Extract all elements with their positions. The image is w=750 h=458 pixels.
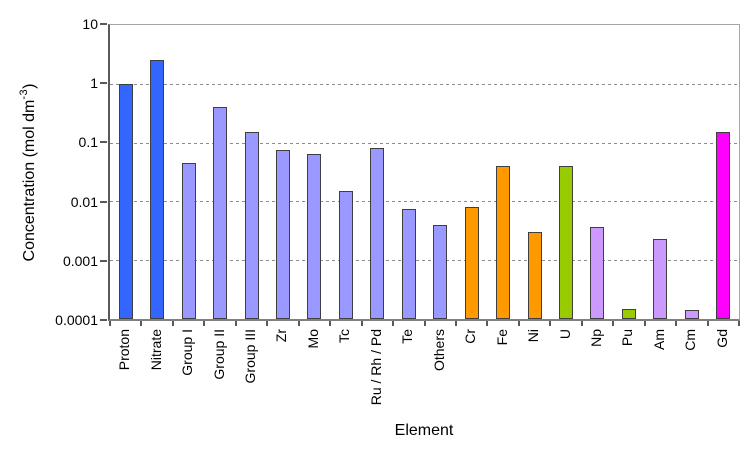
bar-pu — [622, 309, 636, 319]
bar-group-ii — [213, 107, 227, 319]
bar-group-i — [182, 163, 196, 319]
x-tick-16 — [612, 321, 614, 326]
y-tick-0-0001 — [100, 319, 107, 321]
x-label-cr: Cr — [462, 329, 478, 344]
x-tick-7 — [329, 321, 331, 326]
bar-cr — [465, 207, 479, 319]
bar-zr — [276, 150, 290, 319]
x-label-np: Np — [588, 329, 604, 347]
bar-others — [433, 225, 447, 319]
x-label-fe: Fe — [494, 329, 510, 346]
x-label-tc: Tc — [336, 329, 352, 343]
bar-ni — [528, 232, 542, 319]
bar-te — [402, 209, 416, 319]
bar-ru-rh-pd — [370, 148, 384, 319]
x-label-group-i: Group I — [179, 329, 195, 376]
gridline-decade-1 — [110, 84, 739, 85]
bar-gd — [716, 132, 730, 319]
x-tick-14 — [549, 321, 551, 326]
x-tick-2 — [172, 321, 174, 326]
bar-proton — [119, 84, 133, 319]
gridline-decade-4 — [110, 260, 739, 261]
x-label-ni: Ni — [525, 329, 541, 343]
x-tick-9 — [392, 321, 394, 326]
bar-fe — [496, 166, 510, 319]
x-tick-5 — [266, 321, 268, 326]
y-tick-label-0-01: 0.01 — [70, 194, 98, 210]
x-label-mo: Mo — [305, 329, 321, 349]
x-label-group-iii: Group III — [242, 329, 258, 384]
bar-am — [653, 239, 667, 319]
y-tick-0-001 — [100, 260, 107, 262]
y-tick-label-10: 10 — [82, 16, 98, 32]
x-tick-10 — [424, 321, 426, 326]
x-tick-11 — [455, 321, 457, 326]
bar-tc — [339, 191, 353, 319]
x-tick-6 — [298, 321, 300, 326]
y-axis-title-superscript: -3 — [18, 88, 30, 100]
x-label-ru-rh-pd: Ru / Rh / Pd — [368, 329, 384, 406]
x-label-nitrate: Nitrate — [148, 329, 164, 371]
x-tick-15 — [581, 321, 583, 326]
y-axis-title: Concentration (mol dm-3) — [18, 24, 39, 321]
x-axis-title: Element — [394, 422, 454, 439]
x-tick-19 — [707, 321, 709, 326]
x-label-cm: Cm — [682, 329, 698, 351]
x-label-others: Others — [431, 329, 447, 372]
y-tick-0-1 — [100, 141, 107, 143]
x-label-pu: Pu — [619, 329, 635, 347]
bar-np — [590, 227, 604, 319]
plot-area — [108, 24, 740, 321]
y-tick-label-0-1: 0.1 — [78, 134, 98, 150]
y-tick-0-01 — [100, 201, 107, 203]
bar-u — [559, 166, 573, 319]
y-tick-10 — [100, 23, 107, 25]
gridline-decade-3 — [110, 201, 739, 202]
bar-nitrate — [150, 60, 164, 319]
x-tick-12 — [486, 321, 488, 326]
y-tick-label-1: 1 — [90, 75, 98, 91]
x-tick-20 — [738, 321, 740, 326]
x-tick-8 — [361, 321, 363, 326]
x-label-gd: Gd — [714, 329, 730, 348]
x-tick-4 — [235, 321, 237, 326]
y-tick-1 — [100, 82, 107, 84]
y-axis-title-text: Concentration (mol dm — [21, 99, 38, 262]
y-tick-label-0-001: 0.001 — [62, 253, 98, 269]
bar-cm — [685, 310, 699, 319]
x-label-group-ii: Group II — [211, 329, 227, 380]
bar-mo — [307, 154, 321, 319]
x-label-proton: Proton — [116, 329, 132, 371]
x-label-u: U — [557, 329, 573, 340]
x-label-te: Te — [399, 329, 415, 344]
gridline-decade-2 — [110, 143, 739, 144]
y-tick-label-0-0001: 0.0001 — [55, 312, 98, 328]
x-tick-3 — [203, 321, 205, 326]
bar-group-iii — [245, 132, 259, 319]
x-label-zr: Zr — [273, 329, 289, 343]
x-tick-1 — [140, 321, 142, 326]
x-tick-18 — [675, 321, 677, 326]
x-tick-0 — [109, 321, 111, 326]
x-tick-17 — [644, 321, 646, 326]
x-label-am: Am — [651, 329, 667, 350]
x-tick-13 — [518, 321, 520, 326]
